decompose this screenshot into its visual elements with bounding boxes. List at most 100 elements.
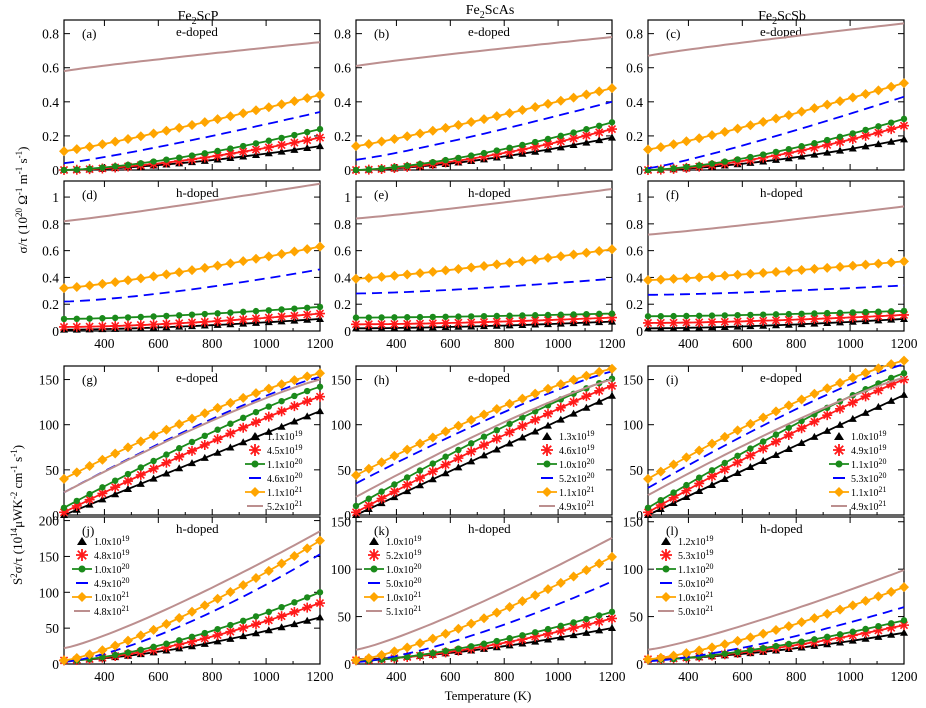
star-marker [530,315,541,326]
diamond-marker [212,593,223,604]
star-marker [655,317,666,328]
circle-marker [583,615,590,623]
star-marker [732,457,743,468]
circle-marker [747,646,754,654]
circle-marker [772,642,780,650]
triangle-marker [720,474,729,482]
diamond-marker [607,363,617,374]
triangle-marker [226,634,235,642]
diamond-marker [707,438,717,449]
star-marker [809,416,820,427]
circle-marker [785,310,792,318]
star-marker [376,319,387,330]
diamond-marker [847,600,858,611]
y-tick-label: 0.4 [42,95,59,110]
triangle-marker [848,414,857,422]
diamond-marker [187,413,197,424]
triangle-marker [239,632,248,640]
star-marker [594,313,605,324]
circle-marker [708,312,716,319]
x-tick-label: 800 [202,669,223,684]
diamond-marker [389,270,400,281]
star-marker [886,124,897,135]
diamond-marker [148,624,159,635]
circle-marker [785,145,792,153]
star-marker [581,313,592,324]
triangle-marker [608,133,616,141]
circle-marker [570,311,577,318]
diamond-marker [479,114,489,125]
star-marker [238,314,249,325]
star-marker [707,317,717,328]
circle-marker [214,426,221,433]
y-tick-label: 100 [623,562,644,577]
diamond-marker [427,633,438,644]
circle-marker [670,312,677,320]
diamond-marker [351,141,361,152]
diamond-marker [187,120,197,131]
series-line-6 [355,378,613,498]
circle-marker [480,433,488,440]
star-marker [668,492,679,503]
star-marker [655,500,666,511]
star-marker [289,606,300,617]
circle-marker [785,640,792,648]
circle-marker [544,135,552,143]
triangle-marker [467,457,476,465]
y-tick-label: 100 [331,418,352,433]
diamond-marker [351,273,361,284]
triangle-marker [162,469,171,477]
legend-label: 1.0x1020 [94,562,130,576]
diamond-marker [568,571,579,582]
legend-label: 4.6x1020 [267,471,303,485]
series-line-4 [63,553,321,663]
diamond-marker [543,252,553,263]
legend-label: 1.1x1021 [851,485,887,499]
star-marker [694,478,705,489]
circle-marker [365,166,372,173]
star-marker [276,406,287,417]
star-marker [607,312,617,323]
star-marker [504,636,515,647]
circle-marker [442,313,449,320]
y-tick-label: 0.4 [334,270,351,285]
circle-marker [188,438,196,446]
circle-marker [747,311,754,319]
legend-marker [834,432,844,440]
circle-marker [760,644,767,652]
x-tick-label: 1200 [599,669,626,684]
diamond-marker [161,269,172,280]
triangle-marker [454,463,463,471]
star-marker [555,626,566,637]
doping-label: e-doped [760,370,802,385]
circle-marker [278,397,285,405]
circle-marker [608,310,616,317]
circle-marker [532,629,539,636]
circle-marker [201,432,208,440]
x-tick-label: 600 [148,669,169,684]
y-tick-label: 0 [636,324,643,339]
circle-marker [214,147,221,155]
panel-frame [355,516,613,665]
y-tick-label: 100 [39,418,60,433]
circle-marker [888,374,895,382]
triangle-marker [733,468,742,476]
series-line-6 [355,188,613,220]
circle-marker [150,158,157,165]
y-tick-label: 50 [630,610,644,625]
circle-marker [824,633,831,641]
triangle-marker [797,152,806,160]
star-marker [389,486,400,497]
diamond-marker [694,272,705,283]
triangle-marker [874,402,883,410]
circle-marker [747,445,754,452]
triangle-marker [200,453,209,461]
circle-marker [721,158,728,165]
star-marker [251,144,261,155]
triangle-marker [264,427,273,435]
circle-marker [760,438,767,445]
diamond-marker [555,95,566,106]
circle-marker [442,156,449,164]
diamond-marker [376,271,387,282]
x-tick-label: 400 [386,669,407,684]
